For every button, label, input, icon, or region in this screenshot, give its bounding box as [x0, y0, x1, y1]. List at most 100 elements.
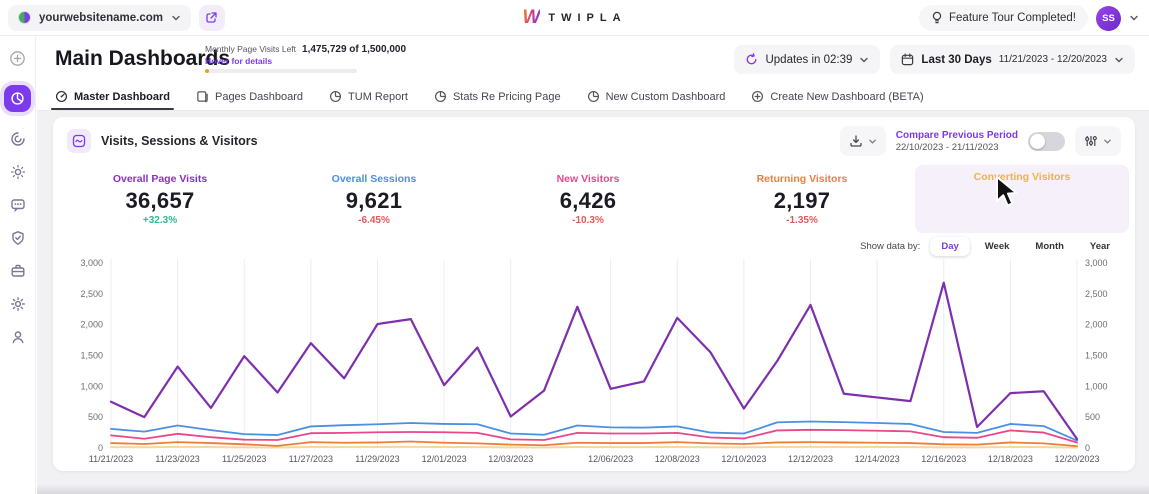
gear-icon [10, 297, 25, 311]
metric-4[interactable]: Converting Visitors [915, 165, 1129, 233]
sidebar-item-dashboards[interactable] [4, 85, 31, 112]
calendar-icon [902, 53, 914, 66]
show-by-day[interactable]: Day [930, 237, 970, 256]
page-title: Main Dashboards [55, 47, 231, 70]
metric-change: -6.45% [358, 215, 390, 226]
topbar: yourwebsitename.com W TWIPLA Feature Tou… [0, 0, 1149, 36]
svg-text:1,500: 1,500 [80, 351, 103, 361]
website-favicon [18, 11, 31, 24]
sidebar-item-company[interactable] [8, 261, 28, 281]
feature-tour-label: Feature Tour Completed! [949, 12, 1076, 24]
pie-chart-icon [434, 90, 446, 103]
plus-circle-icon [752, 90, 764, 103]
chart-svg[interactable]: 0 0 500 500 1,000 1,000 1,500 1,500 2,000 2,000 2,… [53, 253, 1135, 468]
svg-text:2,500: 2,500 [1085, 289, 1108, 299]
card-header: Visits, Sessions & Visitors Compare Prev… [53, 117, 1135, 165]
quota-value: 1,475,729 of 1,500,000 [302, 44, 407, 55]
svg-text:3,000: 3,000 [80, 258, 103, 268]
download-button[interactable] [839, 126, 886, 156]
metric-value: 2,197 [773, 188, 831, 213]
metric-label: Returning Visitors [756, 173, 848, 185]
card-title: Visits, Sessions & Visitors [101, 134, 258, 148]
svg-text:12/08/2023: 12/08/2023 [655, 454, 700, 464]
tab-stats-re-pricing[interactable]: Stats Re Pricing Page [434, 83, 561, 110]
svg-text:12/06/2023: 12/06/2023 [588, 454, 633, 464]
avatar[interactable]: SS [1096, 5, 1121, 31]
refresh-icon [747, 53, 757, 65]
pages-icon [197, 91, 208, 103]
show-by-month[interactable]: Month [1035, 241, 1064, 252]
pie-chart-icon [587, 90, 599, 103]
quota-hover-link[interactable]: Hover for details [205, 56, 273, 66]
tab-label: Master Dashboard [74, 90, 170, 103]
dashboard-tabs: Master Dashboard Pages Dashboard TUM Rep… [51, 83, 924, 110]
svg-text:1,000: 1,000 [1085, 381, 1108, 391]
shield-icon [11, 231, 24, 245]
feature-tour-button[interactable]: Feature Tour Completed! [919, 5, 1088, 31]
date-range-picker[interactable]: Last 30 Days 11/21/2023 - 12/20/2023 [890, 45, 1135, 74]
chevron-down-icon[interactable] [1129, 13, 1139, 23]
svg-text:0: 0 [98, 443, 103, 453]
date-range-label: Last 30 Days [921, 53, 992, 66]
updates-label: Updates in 02:39 [765, 53, 853, 66]
svg-text:12/01/2023: 12/01/2023 [422, 454, 467, 464]
dashboard-icon [11, 92, 24, 105]
sidebar-item-privacy[interactable] [8, 228, 28, 248]
show-by-week[interactable]: Week [984, 241, 1010, 252]
metric-change: +32.3% [142, 215, 178, 226]
metric-3[interactable]: Returning Visitors 2,197 -1.35% [695, 167, 909, 233]
metric-change: -10.3% [572, 215, 604, 226]
metric-value: 6,426 [559, 188, 617, 213]
svg-text:2,000: 2,000 [1085, 320, 1108, 330]
visitors-icon [10, 132, 25, 146]
svg-text:11/27/2023: 11/27/2023 [289, 454, 333, 464]
tab-pages-dashboard[interactable]: Pages Dashboard [196, 83, 303, 110]
metric-2[interactable]: New Visitors 6,426 -10.3% [481, 167, 695, 233]
compare-toggle[interactable] [1028, 131, 1065, 151]
website-selector[interactable]: yourwebsitename.com [8, 4, 191, 31]
metric-change: -1.35% [786, 215, 818, 226]
sidebar-item-visitors[interactable] [8, 129, 28, 149]
logo-text: TWIPLA [548, 12, 627, 24]
content-area: Visits, Sessions & Visitors Compare Prev… [37, 111, 1149, 494]
metric-1[interactable]: Overall Sessions 9,621 -6.45% [267, 167, 481, 233]
date-range-value: 11/21/2023 - 12/20/2023 [998, 54, 1107, 65]
sidebar-item-settings[interactable] [8, 294, 28, 314]
open-website-button[interactable] [198, 4, 225, 31]
svg-text:12/12/2023: 12/12/2023 [788, 454, 833, 464]
updates-button[interactable]: Updates in 02:39 [734, 45, 881, 74]
chart-options-button[interactable] [1075, 126, 1121, 156]
tab-master-dashboard[interactable]: Master Dashboard [51, 83, 174, 110]
tab-create-new-dashboard[interactable]: Create New Dashboard (BETA) [751, 83, 924, 110]
sidebar-item-behavior[interactable] [8, 162, 28, 182]
briefcase-icon [11, 264, 25, 277]
gauge-icon [55, 90, 68, 103]
plus-circle-icon[interactable] [8, 48, 28, 68]
tab-tum-report[interactable]: TUM Report [329, 83, 408, 110]
visits-sessions-visitors-card: Visits, Sessions & Visitors Compare Prev… [53, 117, 1135, 471]
brand-logo: W TWIPLA [522, 0, 626, 36]
widget-select-checkbox[interactable] [67, 129, 91, 153]
metric-value: 36,657 [125, 188, 195, 213]
line-chart[interactable]: 0 0 500 500 1,000 1,000 1,500 1,500 2,000 2,000 2,… [53, 253, 1135, 468]
show-data-by-label: Show data by: [860, 241, 921, 252]
download-icon [850, 135, 862, 147]
lightbulb-icon [932, 11, 942, 24]
show-data-by: Show data by: Day Week Month Year [860, 237, 1121, 256]
tab-label: Stats Re Pricing Page [452, 90, 561, 103]
tab-new-custom-dashboard[interactable]: New Custom Dashboard [587, 83, 726, 110]
tab-label: Create New Dashboard (BETA) [770, 90, 924, 103]
metric-label: Converting Visitors [973, 171, 1071, 183]
tab-label: New Custom Dashboard [605, 90, 726, 103]
metric-value: 9,621 [345, 188, 403, 213]
sidebar-item-communication[interactable] [8, 195, 28, 215]
tab-label: TUM Report [348, 90, 408, 103]
metric-0[interactable]: Overall Page Visits 36,657 +32.3% [53, 167, 267, 233]
quota-progress-fill [205, 69, 209, 73]
show-by-year[interactable]: Year [1089, 241, 1110, 252]
external-link-icon [206, 12, 218, 23]
sidebar-item-account[interactable] [8, 327, 28, 347]
quota-label: Monthly Page Visits Left [205, 44, 297, 54]
svg-text:1,000: 1,000 [80, 381, 103, 391]
quota-widget[interactable]: Monthly Page Visits Left 1,475,729 of 1,… [205, 44, 406, 73]
